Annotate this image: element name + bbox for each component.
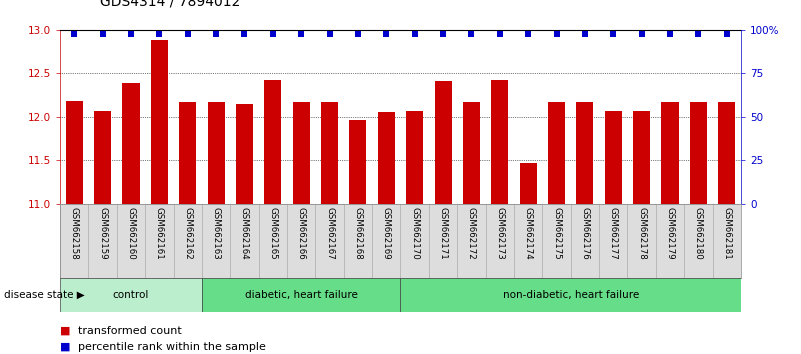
Bar: [292, 102, 310, 204]
FancyBboxPatch shape: [457, 204, 485, 278]
FancyBboxPatch shape: [174, 204, 202, 278]
Bar: [434, 81, 452, 204]
Text: GSM662177: GSM662177: [609, 206, 618, 259]
Text: GSM662180: GSM662180: [694, 206, 702, 259]
FancyBboxPatch shape: [60, 278, 202, 312]
Bar: [662, 102, 678, 204]
Text: GSM662160: GSM662160: [127, 206, 135, 259]
Bar: [520, 163, 537, 204]
Text: GSM662167: GSM662167: [325, 206, 334, 259]
Bar: [66, 101, 83, 204]
Bar: [236, 104, 253, 204]
Text: GSM662179: GSM662179: [666, 206, 674, 259]
FancyBboxPatch shape: [570, 204, 599, 278]
Text: diabetic, heart failure: diabetic, heart failure: [245, 290, 358, 300]
Text: GSM662172: GSM662172: [467, 206, 476, 259]
Text: GSM662170: GSM662170: [410, 206, 419, 259]
FancyBboxPatch shape: [60, 204, 88, 278]
FancyBboxPatch shape: [344, 204, 372, 278]
Text: GDS4314 / 7894012: GDS4314 / 7894012: [100, 0, 240, 9]
Text: GSM662159: GSM662159: [99, 206, 107, 259]
Bar: [123, 83, 139, 204]
FancyBboxPatch shape: [145, 204, 174, 278]
Bar: [406, 111, 423, 204]
FancyBboxPatch shape: [259, 204, 287, 278]
Text: GSM662162: GSM662162: [183, 206, 192, 259]
Text: GSM662175: GSM662175: [552, 206, 561, 259]
Text: ■: ■: [60, 342, 74, 352]
Bar: [264, 80, 281, 204]
Bar: [321, 102, 338, 204]
Text: GSM662176: GSM662176: [581, 206, 590, 259]
Text: control: control: [113, 290, 149, 300]
FancyBboxPatch shape: [514, 204, 542, 278]
Text: GSM662168: GSM662168: [353, 206, 362, 259]
Bar: [690, 102, 706, 204]
Bar: [95, 111, 111, 204]
FancyBboxPatch shape: [372, 204, 400, 278]
Text: non-diabetic, heart failure: non-diabetic, heart failure: [502, 290, 639, 300]
FancyBboxPatch shape: [542, 204, 570, 278]
Text: percentile rank within the sample: percentile rank within the sample: [78, 342, 266, 352]
Text: GSM662163: GSM662163: [211, 206, 220, 259]
FancyBboxPatch shape: [429, 204, 457, 278]
Bar: [349, 120, 366, 204]
Text: GSM662174: GSM662174: [524, 206, 533, 259]
FancyBboxPatch shape: [627, 204, 656, 278]
Text: GSM662178: GSM662178: [637, 206, 646, 259]
Bar: [207, 102, 224, 204]
FancyBboxPatch shape: [656, 204, 684, 278]
Bar: [491, 80, 509, 204]
FancyBboxPatch shape: [202, 278, 400, 312]
Text: GSM662171: GSM662171: [439, 206, 448, 259]
Bar: [633, 111, 650, 204]
FancyBboxPatch shape: [713, 204, 741, 278]
Text: GSM662166: GSM662166: [296, 206, 306, 259]
Bar: [378, 113, 395, 204]
Text: GSM662181: GSM662181: [723, 206, 731, 259]
Text: GSM662164: GSM662164: [240, 206, 249, 259]
Bar: [718, 102, 735, 204]
FancyBboxPatch shape: [202, 204, 231, 278]
FancyBboxPatch shape: [400, 278, 741, 312]
Bar: [179, 102, 196, 204]
FancyBboxPatch shape: [88, 204, 117, 278]
Text: GSM662169: GSM662169: [382, 206, 391, 259]
FancyBboxPatch shape: [287, 204, 316, 278]
Text: ■: ■: [60, 326, 74, 336]
Bar: [548, 102, 565, 204]
Text: GSM662173: GSM662173: [495, 206, 505, 259]
Bar: [577, 102, 594, 204]
FancyBboxPatch shape: [231, 204, 259, 278]
Text: GSM662158: GSM662158: [70, 206, 78, 259]
Bar: [605, 111, 622, 204]
Bar: [151, 40, 168, 204]
FancyBboxPatch shape: [400, 204, 429, 278]
FancyBboxPatch shape: [117, 204, 145, 278]
FancyBboxPatch shape: [316, 204, 344, 278]
FancyBboxPatch shape: [485, 204, 514, 278]
Text: GSM662165: GSM662165: [268, 206, 277, 259]
Text: transformed count: transformed count: [78, 326, 182, 336]
Text: disease state ▶: disease state ▶: [4, 290, 85, 300]
FancyBboxPatch shape: [684, 204, 713, 278]
Text: GSM662161: GSM662161: [155, 206, 164, 259]
FancyBboxPatch shape: [599, 204, 627, 278]
Bar: [463, 102, 480, 204]
